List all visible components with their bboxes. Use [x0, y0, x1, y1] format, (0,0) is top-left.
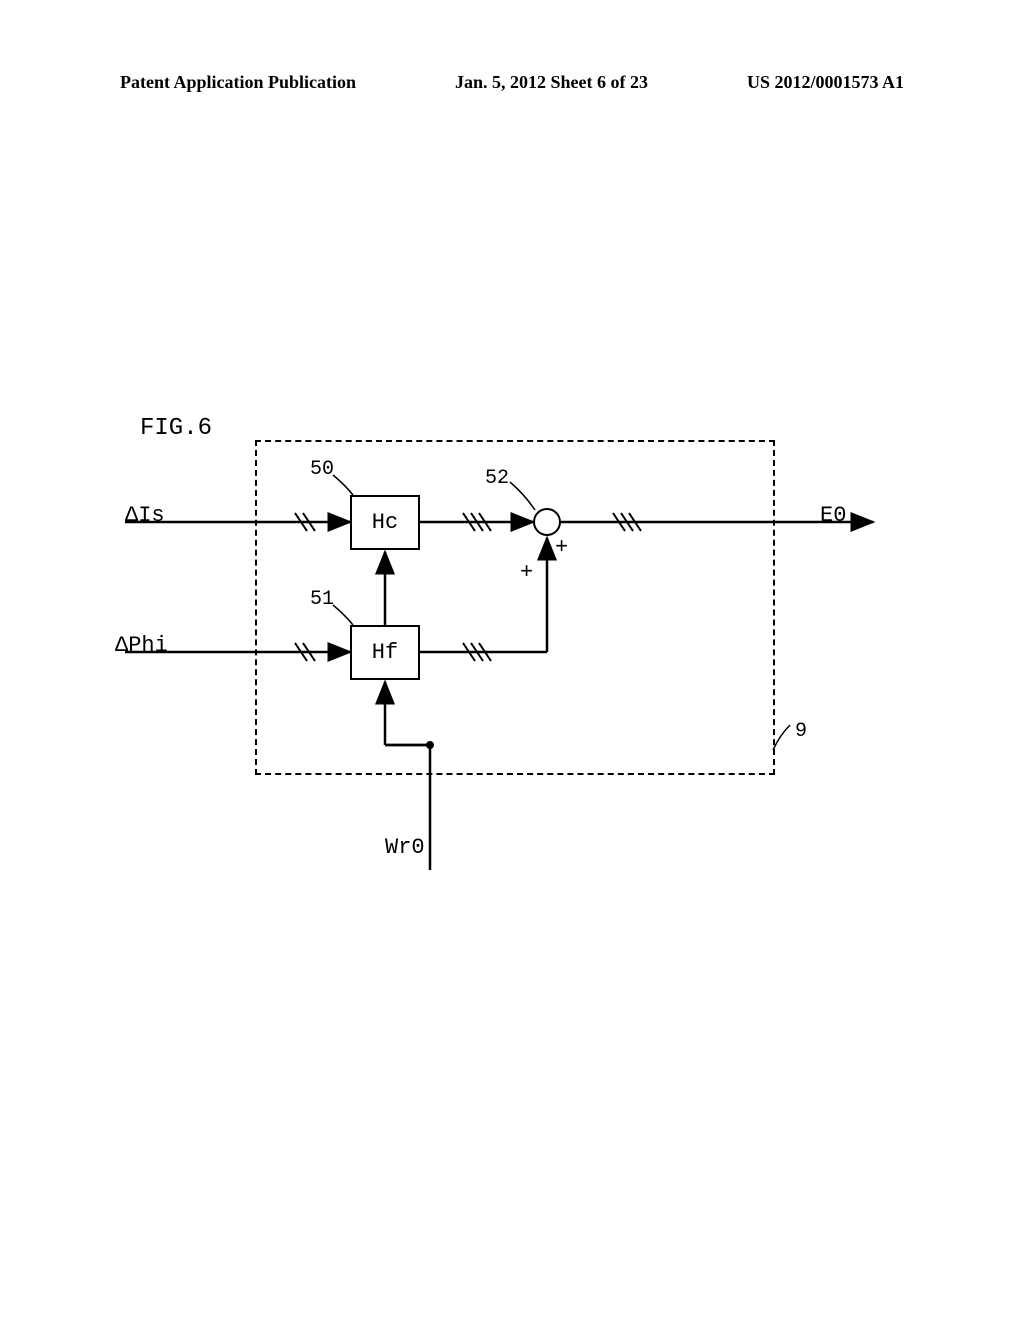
input-delta-is: ΔIs: [125, 503, 165, 528]
header-left: Patent Application Publication: [120, 72, 356, 93]
diagram-lines: [255, 440, 955, 890]
block-diagram: ΔIs ΔPhi E0 Wr0 Hc 50 Hf 51 52 + + 9: [255, 440, 775, 780]
header-right: US 2012/0001573 A1: [747, 72, 904, 93]
page-header: Patent Application Publication Jan. 5, 2…: [0, 72, 1024, 93]
figure-label: FIG.6: [140, 415, 212, 442]
header-center: Jan. 5, 2012 Sheet 6 of 23: [455, 72, 648, 93]
input-delta-phi: ΔPhi: [115, 633, 168, 658]
